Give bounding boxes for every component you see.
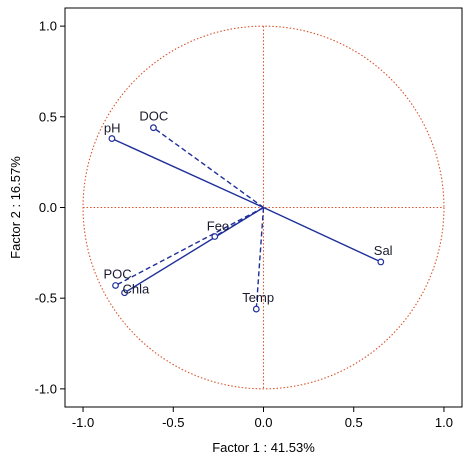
vector-sal bbox=[263, 206, 382, 263]
x-axis-title: Factor 1 : 41.53% bbox=[212, 440, 315, 455]
y-axis-title: Factor 2 : 16.57% bbox=[8, 156, 23, 259]
y-tick-label: 0.0 bbox=[39, 200, 57, 215]
point-temp bbox=[252, 305, 260, 313]
y-tick-label: 1.0 bbox=[39, 19, 57, 34]
point-label-poc: POC bbox=[104, 266, 132, 281]
y-tick-label: -1.0 bbox=[35, 381, 57, 396]
point-label-temp: Temp bbox=[242, 290, 274, 305]
point-label-feo: Feo bbox=[207, 219, 229, 234]
vector-temp bbox=[255, 207, 265, 310]
point-doc bbox=[150, 124, 157, 132]
x-tick-label: 1.0 bbox=[435, 415, 453, 430]
vector-ph bbox=[111, 137, 264, 209]
vector-doc bbox=[153, 127, 264, 209]
x-tick-label: -1.0 bbox=[72, 415, 94, 430]
x-tick-label: 0.5 bbox=[345, 415, 363, 430]
point-label-sal: Sal bbox=[374, 243, 393, 258]
vector-feo bbox=[214, 206, 264, 238]
point-label-ph: pH bbox=[104, 121, 121, 136]
point-label-doc: DOC bbox=[139, 109, 168, 124]
point-ph bbox=[108, 135, 116, 142]
point-label-chla: Chla bbox=[123, 282, 151, 297]
y-tick-label: 0.5 bbox=[39, 109, 57, 124]
point-sal bbox=[377, 258, 385, 266]
vector-poc bbox=[115, 206, 264, 287]
point-feo bbox=[211, 233, 219, 240]
point-chla bbox=[121, 289, 128, 297]
x-tick-label: 0.0 bbox=[254, 415, 272, 430]
y-tick-label: -0.5 bbox=[35, 291, 57, 306]
x-tick-label: -0.5 bbox=[162, 415, 184, 430]
point-poc bbox=[112, 282, 119, 289]
